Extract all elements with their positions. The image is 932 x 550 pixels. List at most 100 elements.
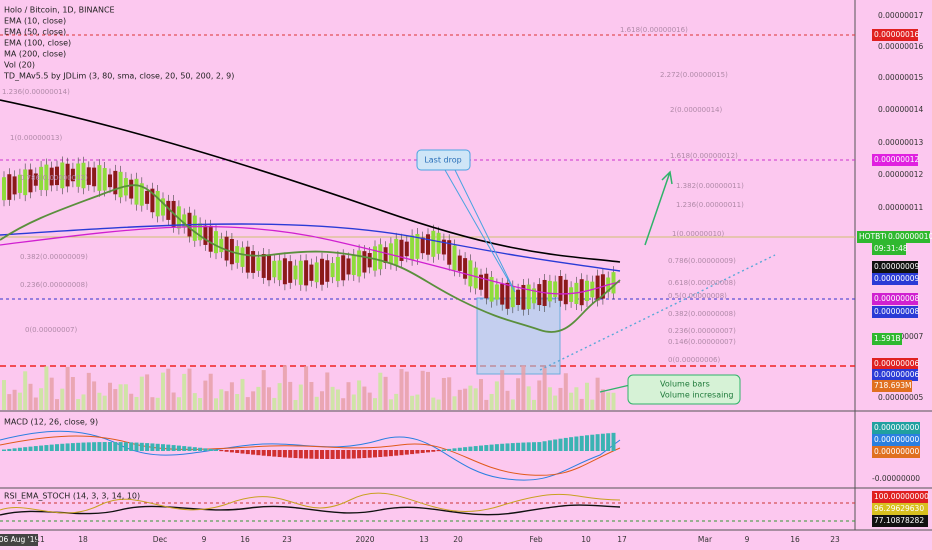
volume-bar [330, 386, 335, 410]
candle-body [468, 260, 473, 287]
candle-body [277, 260, 282, 281]
volume-bar [600, 389, 605, 410]
macd-bar [150, 443, 155, 451]
badge-label: 0.00000009 [874, 262, 920, 271]
candle-body [362, 251, 367, 273]
volume-bar [12, 389, 17, 410]
macd-bar [145, 443, 150, 451]
volume-bar [150, 397, 155, 410]
macd-bar [606, 433, 611, 451]
candle-body [293, 265, 298, 280]
time-tick-label: 18 [78, 535, 88, 544]
candle-body [399, 239, 404, 261]
price-tick-label: 0.00000013 [878, 138, 924, 147]
macd-bar [362, 450, 367, 459]
volume-bar [558, 387, 563, 410]
volume-bar [129, 393, 134, 410]
fib-label: 1.236(0.00000014) [2, 88, 70, 96]
macd-bar [304, 450, 309, 459]
time-tick-label: 23 [830, 535, 840, 544]
macd-bar [521, 442, 526, 451]
macd-bar [192, 447, 197, 451]
macd-bar [55, 444, 59, 451]
candle-body [214, 231, 218, 254]
badge-label: 1.591B [874, 334, 901, 343]
candle-body [102, 168, 107, 191]
macd-bar [415, 450, 420, 454]
volume-bar [314, 396, 319, 410]
badge-label: 0.00000009 [874, 274, 920, 283]
volume-bar [298, 384, 303, 410]
time-tick-label: Mar [698, 535, 713, 544]
price-tick-label: 0.00000016 [878, 42, 924, 51]
volume-bar [468, 385, 473, 410]
volume-bar [431, 397, 436, 410]
candle-body [341, 255, 346, 281]
macd-bar [500, 443, 505, 451]
volume-bar [526, 386, 531, 410]
macd-bar [526, 442, 531, 451]
macd-bar [76, 442, 81, 451]
volume-bar [479, 379, 483, 410]
macd-bar [65, 443, 70, 451]
macd-bar [129, 442, 134, 451]
volume-bar [23, 371, 28, 410]
fib-label: 0(0.00000007) [25, 326, 77, 334]
volume-bar [494, 381, 499, 410]
volume-bar [351, 394, 356, 410]
macd-tick-label: -0.00000000 [872, 474, 920, 483]
volume-bar [288, 381, 293, 410]
ema-10-line [0, 184, 621, 333]
candle-body [219, 238, 224, 253]
time-tick-label: 23 [282, 535, 292, 544]
macd-bar [267, 450, 271, 457]
candle-body [314, 262, 319, 283]
fib-label: 0.382(0.00000009) [20, 253, 88, 261]
volume-bar [251, 391, 256, 410]
macd-bar [176, 445, 181, 451]
fib-label: 1.618(0.00000016) [620, 26, 688, 34]
ema-50-line [0, 226, 621, 295]
candle-body [7, 174, 12, 200]
volume-bar [590, 399, 595, 410]
volume-bar [123, 384, 128, 410]
volume-bar [537, 380, 542, 410]
badge-label: HOTBTC [859, 232, 890, 241]
candle-body [447, 240, 452, 265]
candle-body [383, 247, 388, 264]
fib-label: 0.236(0.00000007) [668, 327, 736, 335]
indicator-label: EMA (10, close) [4, 17, 66, 26]
volume-bar [553, 395, 558, 410]
highlight-box [476, 297, 561, 375]
macd-bar [325, 450, 330, 459]
callout-text: Volume bars [660, 380, 710, 389]
macd-bar [532, 442, 536, 451]
candle-body [97, 165, 102, 191]
badge-bg [872, 491, 928, 503]
candle-body [240, 247, 245, 267]
macd-bar [320, 450, 324, 459]
volume-bar [606, 392, 611, 410]
time-tick-label: Feb [529, 535, 543, 544]
macd-bar [166, 444, 171, 451]
candle-body [547, 280, 552, 302]
volume-bar [399, 369, 404, 410]
volume-bar [192, 393, 197, 410]
candle-body [60, 162, 65, 189]
badge-bg [872, 380, 912, 392]
macd-bar [463, 447, 468, 451]
volume-bar [563, 373, 568, 410]
candle-body [224, 236, 229, 261]
macd-bar [579, 435, 584, 451]
badge-label: 0.00000000 [874, 447, 920, 456]
candle-body [161, 198, 165, 216]
badge-label: 0.00000012 [874, 155, 920, 164]
macd-bar [447, 448, 452, 451]
badge-label: 100.00000000 [874, 492, 929, 501]
fib-label: 0.236(0.00000008) [20, 281, 88, 289]
macd-bar [574, 436, 579, 451]
badge-label: 0.00000016 [874, 30, 920, 39]
macd-histogram [2, 432, 616, 459]
volume-bar [489, 393, 494, 410]
badge-label: 96.29629630 [874, 504, 924, 513]
